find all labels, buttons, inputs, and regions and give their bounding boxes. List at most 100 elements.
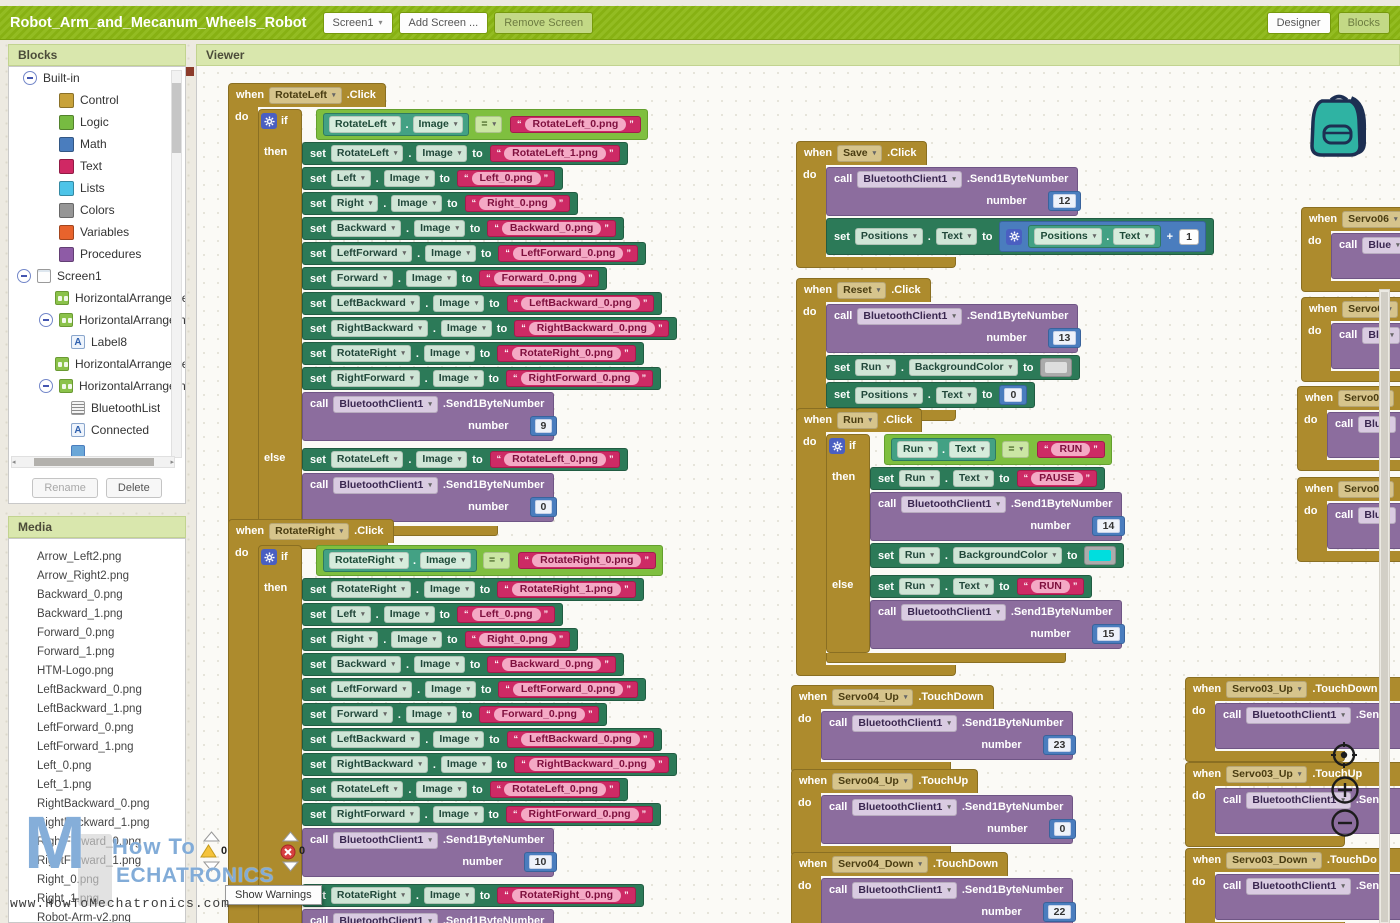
color-block[interactable] [1084, 546, 1117, 565]
text-block[interactable]: “RotateRight_0.png” [497, 887, 636, 904]
when-servo04up-touchup[interactable]: when Servo04_Up ▾ .TouchUp do call BluetoothCl… [791, 769, 1077, 857]
operator-chip[interactable]: = ▾ [1002, 441, 1029, 458]
logic-compare-block[interactable]: RotateRight ▾. Image ▾ = ▾ “RotateRight_0.png” [316, 545, 663, 576]
property-chip[interactable]: Text ▾ [949, 441, 991, 458]
text-block[interactable]: “Backward_0.png” [487, 656, 616, 673]
event-header[interactable]: when Servo04_Up ▾ .TouchDown [791, 685, 994, 709]
component-chip[interactable]: LeftBackward ▾ [330, 295, 421, 312]
component-chip[interactable]: Blu▾ [1358, 416, 1396, 433]
set-property-block[interactable]: set Forward ▾. Image ▾ to “Forward_0.png” [302, 267, 608, 290]
set-property-block[interactable]: set LeftBackward ▾. Image ▾ to “LeftBackward_0… [302, 728, 663, 751]
call-method-block[interactable]: call BluetoothClient1 ▾ .Sen [1215, 874, 1400, 920]
blocks-workspace[interactable]: 0 0 Show Warnings when RotateLeft ▾ .Click d… [196, 66, 1400, 923]
component-chip[interactable]: Backward ▾ [330, 656, 402, 673]
mutator-gear-icon[interactable] [1006, 228, 1023, 245]
component-chip[interactable]: BluetoothClient1 ▾ [333, 477, 438, 494]
set-property-block[interactable]: set Run ▾. Text ▾ to “PAUSE” [870, 467, 1106, 490]
property-chip[interactable]: Image ▾ [440, 756, 492, 773]
mutator-gear-icon[interactable] [261, 113, 277, 129]
center-workspace-icon[interactable] [1330, 741, 1358, 774]
tree-item-screen1[interactable]: Screen1 [9, 265, 185, 287]
set-property-block[interactable]: set RightBackward ▾. Image ▾ to “RightBackward… [302, 317, 678, 340]
set-property-block[interactable]: set Left ▾. Image ▾ to “Left_0.png” [302, 603, 564, 626]
palette-horizontal-scrollbar[interactable]: ◂ ▸ [11, 456, 175, 468]
media-file[interactable]: RightForward_1.png [37, 854, 142, 867]
set-property-block[interactable]: set RotateLeft ▾. Image ▾ to “RotateLeft_0.png… [302, 448, 629, 471]
number-block[interactable]: 22 [1042, 902, 1077, 922]
media-file[interactable]: RightBackward_0.png [37, 797, 150, 810]
component-chip[interactable]: RightBackward ▾ [330, 320, 428, 337]
text-block[interactable]: “Left_0.png” [457, 170, 556, 187]
if-else-block[interactable]: if Run ▾. Text ▾ = ▾ “RUN” then set Run ▾. Text ▾ to “P… [826, 434, 1126, 663]
text-block[interactable]: “RightForward_0.png” [506, 370, 654, 387]
event-header[interactable]: when RotateLeft ▾ .Click [228, 83, 386, 107]
property-chip[interactable]: BackgroundColor ▾ [952, 547, 1063, 564]
call-method-block[interactable]: call BluetoothClient1 ▾ .Send1ByteNumber num… [870, 492, 1126, 541]
property-chip[interactable]: Text ▾ [935, 228, 978, 245]
component-chip[interactable]: Left ▾ [330, 606, 371, 623]
event-header[interactable]: when Save ▾ .Click [796, 141, 927, 165]
component-chip[interactable]: Blu▾ [1358, 507, 1396, 524]
text-block[interactable]: “RotateLeft_0.png” [489, 451, 621, 468]
component-chip[interactable]: BluetoothClient1 ▾ [852, 715, 957, 732]
property-chip[interactable]: Text ▾ [1113, 228, 1155, 245]
logic-compare-block[interactable]: RotateLeft ▾. Image ▾ = ▾ “RotateLeft_0.png” [316, 109, 648, 140]
property-chip[interactable]: Image ▾ [391, 631, 443, 648]
text-block[interactable]: “LeftBackward_0.png” [506, 731, 655, 748]
text-block[interactable]: “LeftForward_0.png” [498, 681, 638, 698]
component-getter-block[interactable]: Run ▾. Text ▾ [891, 438, 997, 461]
component-chip[interactable]: RotateLeft ▾ [330, 781, 404, 798]
tree-item-horizontalarrangemen[interactable]: HorizontalArrangemen [9, 353, 185, 375]
when-servo03down-touchdown[interactable]: when Servo03_Down ▾ .TouchDo do call Bluetooth… [1185, 848, 1400, 923]
property-chip[interactable]: Image ▾ [432, 370, 484, 387]
call-method-block[interactable]: call BluetoothClient1 ▾ .Send1ByteNumber num… [302, 473, 558, 522]
component-chip[interactable]: Right ▾ [330, 631, 379, 648]
component-chip[interactable]: Save ▾ [837, 145, 883, 162]
component-chip[interactable]: Run ▾ [898, 470, 940, 487]
event-header[interactable]: when Servo03_Up ▾ .TouchUp [1185, 762, 1400, 786]
warning-down-arrow-icon[interactable] [203, 861, 220, 872]
property-chip[interactable]: Image ▾ [383, 170, 435, 187]
designer-button[interactable]: Designer [1266, 11, 1331, 34]
component-chip[interactable]: BluetoothClient1 ▾ [333, 832, 438, 849]
call-method-block[interactable]: call BluetoothClient1 ▾ .Sen [1215, 703, 1400, 749]
mutator-gear-icon[interactable] [829, 438, 845, 454]
component-chip[interactable]: BluetoothClient1 ▾ [1246, 707, 1351, 724]
tree-item-label8[interactable]: A Label8 [9, 331, 185, 353]
media-file[interactable]: RightBackward_1.png [37, 816, 150, 829]
property-chip[interactable]: Image ▾ [440, 320, 492, 337]
when-rotateright-click[interactable]: when RotateRight ▾ .Click do if RotateRight ▾. I… [228, 519, 678, 923]
component-chip[interactable]: Run ▾ [898, 578, 940, 595]
screen-selector[interactable]: Screen1 ▾ [322, 11, 393, 34]
math-plus-block[interactable]: Positions ▾. Text ▾ +1 [999, 221, 1206, 252]
call-method-block[interactable]: call BluetoothClient1 ▾ .Send1ByteNumber num… [302, 828, 558, 877]
palette-item-math[interactable]: Math [9, 133, 185, 155]
text-block[interactable]: “RotateRight_0.png” [497, 345, 636, 362]
operator-chip[interactable]: = ▾ [482, 552, 510, 569]
property-chip[interactable]: Image ▾ [423, 581, 475, 598]
media-file[interactable]: Left_1.png [37, 778, 92, 791]
palette-item-logic[interactable]: Logic [9, 111, 185, 133]
component-chip[interactable]: BluetoothClient1 ▾ [857, 171, 962, 188]
event-header[interactable]: when Servo06 ▾ [1301, 207, 1400, 231]
palette-item-lists[interactable]: Lists [9, 177, 185, 199]
property-chip[interactable]: Image ▾ [433, 295, 485, 312]
when-run-click[interactable]: when Run ▾ .Click do if Run ▾. Text ▾ = ▾ “RUN” then s… [796, 408, 1126, 676]
component-chip[interactable]: BluetoothClient1 ▾ [852, 882, 957, 899]
text-block[interactable]: “LeftForward_0.png” [498, 245, 638, 262]
media-file[interactable]: LeftForward_1.png [37, 740, 134, 753]
collapse-icon[interactable] [23, 71, 37, 85]
set-property-block[interactable]: set Run ▾. BackgroundColor ▾ to [870, 543, 1125, 568]
call-method-block[interactable]: call Blue ▾ [1331, 233, 1400, 279]
component-chip[interactable]: Servo03_Up ▾ [1226, 766, 1308, 783]
component-chip[interactable]: Servo03_Down ▾ [1226, 852, 1322, 869]
call-method-block[interactable]: call BluetoothClient1 ▾ .Send1ByteNumber num… [826, 167, 1082, 216]
media-file[interactable]: Robot-Arm-v2.png [37, 911, 131, 923]
mutator-gear-icon[interactable] [261, 549, 277, 565]
collapse-icon[interactable] [17, 269, 31, 283]
component-getter-block[interactable]: Positions ▾. Text ▾ [1028, 225, 1161, 248]
set-property-block[interactable]: set RightForward ▾. Image ▾ to “RightForward_0… [302, 367, 662, 390]
set-property-block[interactable]: set RotateRight ▾. Image ▾ to “RotateRight_1.p… [302, 578, 644, 601]
component-chip[interactable]: RotateLeft ▾ [330, 451, 404, 468]
media-file[interactable]: LeftForward_0.png [37, 721, 134, 734]
